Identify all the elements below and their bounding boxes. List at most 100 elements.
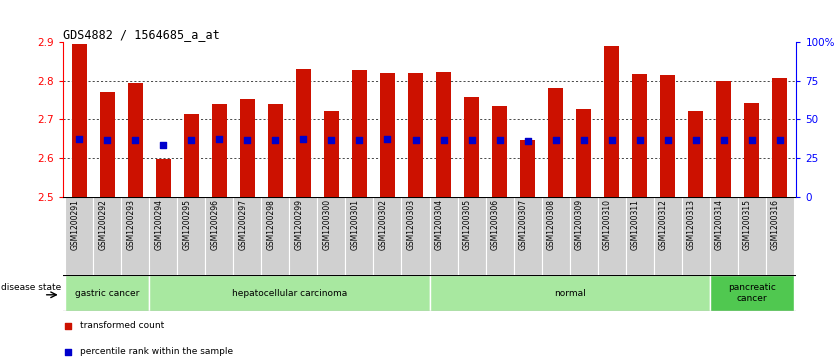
Text: GSM1200305: GSM1200305: [463, 199, 471, 250]
Bar: [772, 78, 787, 197]
Text: GSM1200303: GSM1200303: [406, 199, 415, 250]
Bar: [128, 83, 143, 197]
Text: GSM1200311: GSM1200311: [631, 199, 640, 250]
Bar: [766, 197, 794, 275]
Point: [101, 137, 114, 143]
Bar: [430, 275, 710, 311]
Text: gastric cancer: gastric cancer: [75, 289, 139, 298]
Point: [213, 136, 226, 142]
Text: GSM1200292: GSM1200292: [98, 199, 108, 250]
Point: [549, 137, 562, 143]
Bar: [149, 197, 178, 275]
Bar: [604, 46, 620, 197]
Text: GSM1200314: GSM1200314: [715, 199, 724, 250]
Point: [465, 137, 478, 143]
Bar: [632, 74, 647, 197]
Text: disease state: disease state: [1, 283, 62, 292]
Text: GSM1200308: GSM1200308: [546, 199, 555, 250]
Point: [745, 137, 758, 143]
Text: GSM1200316: GSM1200316: [771, 199, 780, 250]
Text: GSM1200306: GSM1200306: [490, 199, 500, 250]
Point: [409, 137, 422, 143]
Bar: [688, 111, 703, 197]
Text: GSM1200295: GSM1200295: [183, 199, 192, 250]
Text: percentile rank within the sample: percentile rank within the sample: [80, 347, 234, 356]
Bar: [492, 106, 507, 197]
Bar: [100, 91, 115, 197]
Text: GSM1200291: GSM1200291: [70, 199, 79, 250]
Bar: [458, 197, 485, 275]
Bar: [156, 159, 171, 197]
Bar: [737, 197, 766, 275]
Point: [62, 323, 75, 329]
Point: [324, 137, 338, 143]
Bar: [575, 109, 591, 197]
Point: [185, 137, 198, 143]
Text: GSM1200313: GSM1200313: [686, 199, 696, 250]
Bar: [183, 114, 199, 197]
Bar: [436, 72, 451, 197]
Text: pancreatic
cancer: pancreatic cancer: [728, 283, 776, 303]
Text: GSM1200315: GSM1200315: [742, 199, 751, 250]
Bar: [374, 197, 401, 275]
Bar: [401, 197, 430, 275]
Bar: [626, 197, 654, 275]
Bar: [65, 275, 149, 311]
Point: [297, 136, 310, 142]
Bar: [212, 104, 227, 197]
Bar: [205, 197, 234, 275]
Bar: [514, 197, 541, 275]
Bar: [681, 197, 710, 275]
Text: GSM1200296: GSM1200296: [210, 199, 219, 250]
Bar: [408, 73, 423, 197]
Bar: [430, 197, 458, 275]
Bar: [485, 197, 514, 275]
Text: GDS4882 / 1564685_a_at: GDS4882 / 1564685_a_at: [63, 28, 219, 41]
Point: [269, 138, 282, 143]
Point: [437, 137, 450, 143]
Text: GSM1200307: GSM1200307: [519, 199, 528, 250]
Bar: [239, 99, 255, 197]
Bar: [296, 69, 311, 197]
Point: [62, 348, 75, 354]
Bar: [72, 44, 87, 197]
Point: [353, 137, 366, 143]
Point: [128, 137, 142, 143]
Bar: [520, 140, 535, 197]
Point: [73, 136, 86, 142]
Bar: [710, 197, 737, 275]
Text: GSM1200312: GSM1200312: [659, 199, 667, 250]
Point: [493, 138, 506, 143]
Point: [381, 136, 394, 142]
Bar: [541, 197, 570, 275]
Point: [717, 137, 731, 143]
Bar: [379, 73, 395, 197]
Text: transformed count: transformed count: [80, 321, 164, 330]
Text: GSM1200309: GSM1200309: [575, 199, 584, 250]
Text: GSM1200304: GSM1200304: [435, 199, 444, 250]
Bar: [93, 197, 122, 275]
Text: GSM1200301: GSM1200301: [350, 199, 359, 250]
Point: [661, 137, 674, 143]
Point: [605, 137, 618, 143]
Bar: [261, 197, 289, 275]
Bar: [318, 197, 345, 275]
Bar: [65, 197, 93, 275]
Bar: [660, 75, 676, 197]
Point: [577, 137, 590, 143]
Bar: [716, 81, 731, 197]
Bar: [149, 275, 430, 311]
Text: GSM1200294: GSM1200294: [154, 199, 163, 250]
Bar: [234, 197, 261, 275]
Text: GSM1200300: GSM1200300: [323, 199, 331, 250]
Bar: [464, 97, 480, 197]
Text: normal: normal: [554, 289, 585, 298]
Bar: [570, 197, 598, 275]
Text: GSM1200297: GSM1200297: [239, 199, 248, 250]
Text: GSM1200293: GSM1200293: [127, 199, 135, 250]
Bar: [178, 197, 205, 275]
Point: [241, 138, 254, 143]
Bar: [548, 88, 563, 197]
Point: [157, 142, 170, 148]
Point: [689, 137, 702, 143]
